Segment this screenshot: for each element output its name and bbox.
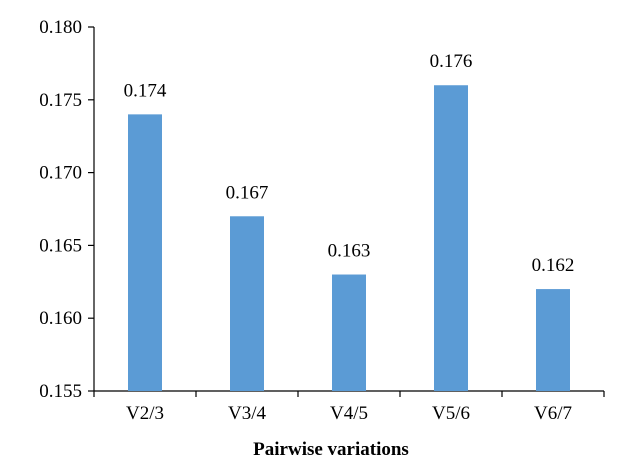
x-tick-label: V3/4 [228, 403, 267, 424]
data-label: 0.167 [226, 182, 269, 203]
x-tick-label: V5/6 [432, 403, 470, 424]
data-label: 0.162 [532, 255, 575, 276]
data-label: 0.176 [430, 51, 473, 72]
y-tick-label: 0.165 [39, 235, 82, 256]
x-tick-label: V2/3 [126, 403, 164, 424]
data-labels: 0.174 0.167 0.163 0.176 0.162 [124, 51, 575, 276]
x-tick-label: V4/5 [330, 403, 368, 424]
x-tick-label: V6/7 [534, 403, 572, 424]
x-axis-title: Pairwise variations [253, 439, 409, 460]
bar [332, 274, 366, 391]
x-axis: V2/3 V3/4 V4/5 V5/6 V6/7 [93, 390, 605, 424]
bar [536, 289, 570, 391]
data-label: 0.163 [328, 241, 371, 262]
y-tick-label: 0.160 [39, 308, 82, 329]
data-label: 0.174 [124, 80, 167, 101]
y-axis: 0.155 0.160 0.165 0.170 0.175 0.180 [39, 17, 95, 402]
y-tick-label: 0.175 [39, 90, 82, 111]
y-tick-label: 0.155 [39, 381, 82, 402]
bar [230, 216, 264, 391]
bar [128, 114, 162, 392]
bar [434, 85, 468, 392]
y-tick-label: 0.170 [39, 163, 82, 184]
bars [128, 85, 570, 392]
y-tick-label: 0.180 [39, 17, 82, 38]
